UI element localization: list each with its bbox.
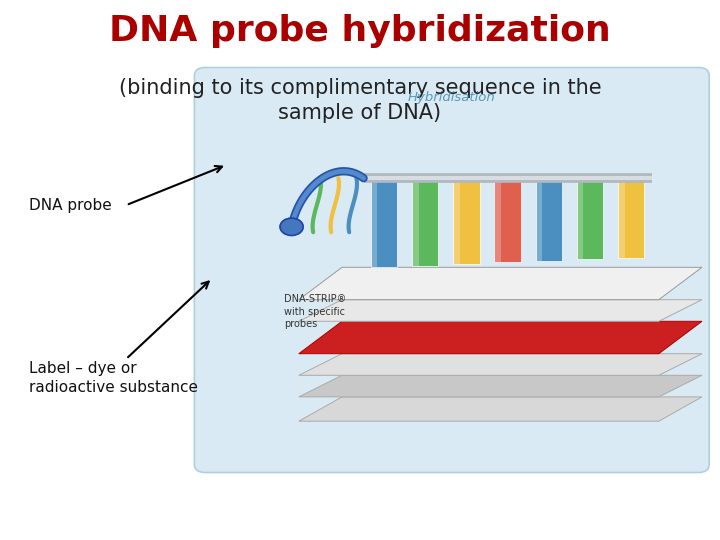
Text: Hybridisation: Hybridisation [408, 91, 495, 104]
Polygon shape [299, 375, 702, 397]
Polygon shape [536, 178, 542, 261]
FancyBboxPatch shape [194, 68, 709, 472]
Text: (binding to its complimentary sequence in the
sample of DNA): (binding to its complimentary sequence i… [119, 78, 601, 123]
Text: DNA-STRIP®
with specific
probes: DNA-STRIP® with specific probes [284, 294, 347, 329]
Polygon shape [371, 178, 377, 267]
Polygon shape [299, 300, 702, 321]
Polygon shape [536, 178, 562, 261]
Polygon shape [299, 397, 702, 421]
Polygon shape [577, 178, 603, 259]
Polygon shape [299, 354, 702, 375]
Polygon shape [495, 178, 501, 262]
Circle shape [280, 218, 303, 235]
Polygon shape [454, 178, 480, 264]
Polygon shape [495, 178, 521, 262]
Text: Label – dye or
radioactive substance: Label – dye or radioactive substance [29, 361, 198, 395]
Polygon shape [618, 178, 644, 258]
Polygon shape [299, 321, 702, 354]
Polygon shape [618, 178, 625, 258]
Text: DNA probe hybridization: DNA probe hybridization [109, 14, 611, 48]
Text: DNA probe: DNA probe [29, 198, 112, 213]
Polygon shape [412, 178, 438, 266]
Polygon shape [454, 178, 460, 264]
Polygon shape [299, 267, 702, 300]
Polygon shape [577, 178, 583, 259]
Polygon shape [371, 178, 397, 267]
Polygon shape [412, 178, 418, 266]
